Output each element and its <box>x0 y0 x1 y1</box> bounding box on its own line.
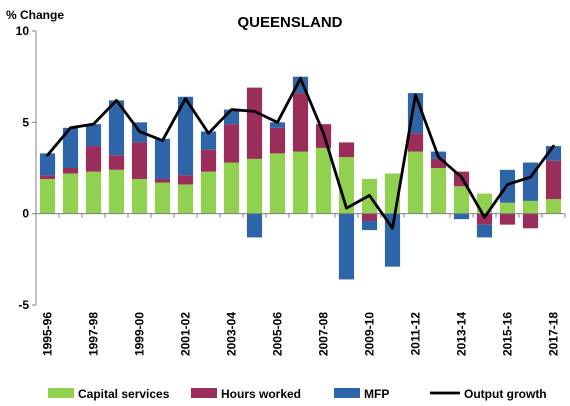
legend-label-hours-worked: Hours worked <box>221 387 301 401</box>
bar-capital-services-2003-04 <box>223 162 240 214</box>
bar-hours-worked-1998-99 <box>108 155 125 170</box>
x-tick-label: 1999-00 <box>133 312 147 356</box>
bar-mfp-2009-10 <box>361 220 378 231</box>
x-tick-label: 2005-06 <box>271 312 285 356</box>
bar-mfp-1997-98 <box>85 124 102 147</box>
bar-mfp-2010-11 <box>384 213 401 267</box>
x-tick-label: 2013-14 <box>455 312 469 356</box>
bar-hours-worked-2001-02 <box>177 175 194 185</box>
bar-capital-services-1998-99 <box>108 169 125 214</box>
bar-capital-services-2004-05 <box>246 158 263 214</box>
bar-mfp-2013-14 <box>453 213 470 220</box>
bar-capital-services-2016-17 <box>522 200 539 214</box>
x-tick-label: 1995-96 <box>41 312 55 356</box>
bar-hours-worked-2002-03 <box>200 149 217 172</box>
bar-hours-worked-2005-06 <box>269 127 286 154</box>
bar-capital-services-2013-14 <box>453 186 470 214</box>
bar-hours-worked-1996-97 <box>62 168 79 174</box>
bar-capital-services-1997-98 <box>85 171 102 214</box>
x-tick-label: 2003-04 <box>225 312 239 356</box>
legend-swatch-mfp <box>334 388 360 398</box>
bar-mfp-1995-96 <box>39 153 56 176</box>
y-tick-label: 0 <box>22 207 29 221</box>
chart-title: QUEENSLAND <box>237 14 342 31</box>
x-tick-label: 2015-16 <box>501 312 515 356</box>
bar-capital-services-2017-18 <box>545 199 562 214</box>
bar-mfp-2002-03 <box>200 131 217 150</box>
bar-hours-worked-2017-18 <box>545 160 562 200</box>
bar-hours-worked-1999-00 <box>131 142 148 179</box>
bar-capital-services-1999-00 <box>131 178 148 214</box>
bar-hours-worked-2011-12 <box>407 133 424 152</box>
legend-label-mfp: MFP <box>364 387 389 401</box>
legend-label-capital-services: Capital services <box>78 387 170 401</box>
bar-capital-services-2007-08 <box>315 147 332 214</box>
bar-capital-services-2001-02 <box>177 184 194 214</box>
y-tick-label: 10 <box>16 24 30 38</box>
bar-capital-services-2011-12 <box>407 151 424 214</box>
bar-mfp-1996-97 <box>62 127 79 168</box>
bar-hours-worked-2000-01 <box>154 178 171 183</box>
legend: Capital services Hours worked MFP Output gr… <box>48 387 547 401</box>
bar-capital-services-2015-16 <box>499 202 516 214</box>
bar-hours-worked-2014-15 <box>476 213 493 225</box>
bar-mfp-2005-06 <box>269 122 286 128</box>
bar-mfp-2000-01 <box>154 138 171 179</box>
bar-hours-worked-1995-96 <box>39 175 56 179</box>
x-tick-label: 2009-10 <box>363 312 377 356</box>
bar-mfp-2004-05 <box>246 213 263 238</box>
y-tick-label: 5 <box>22 115 29 129</box>
legend-swatch-hours-worked <box>191 388 217 398</box>
bar-capital-services-2005-06 <box>269 153 286 214</box>
bar-mfp-2014-15 <box>476 224 493 238</box>
bar-hours-worked-2008-09 <box>338 142 355 158</box>
bar-mfp-2008-09 <box>338 213 355 280</box>
bar-capital-services-2012-13 <box>430 168 447 214</box>
bar-mfp-1998-99 <box>108 100 125 156</box>
bar-hours-worked-2016-17 <box>522 213 539 229</box>
legend-swatch-capital-services <box>48 388 74 398</box>
bar-capital-services-1995-96 <box>39 178 56 214</box>
x-tick-label: 2001-02 <box>179 312 193 356</box>
bar-hours-worked-2004-05 <box>246 87 263 159</box>
plot-area: -5 0 5 10 1995-96 1997-98 1999-00 2001-02 2003-0… <box>16 24 566 356</box>
bar-hours-worked-1997-98 <box>85 146 102 172</box>
bar-hours-worked-2015-16 <box>499 213 516 225</box>
bar-capital-services-1996-97 <box>62 173 79 214</box>
x-tick-label: 2007-08 <box>317 312 331 356</box>
x-tick-label: 2017-18 <box>547 312 561 356</box>
y-axis-label: % Change <box>6 8 64 22</box>
bar-hours-worked-2009-10 <box>361 213 378 221</box>
bar-capital-services-2002-03 <box>200 171 217 214</box>
line-output-growth <box>46 77 555 230</box>
x-tick-label: 2011-12 <box>409 312 423 356</box>
bar-capital-services-2006-07 <box>292 151 309 214</box>
x-tick-label: 1997-98 <box>87 312 101 356</box>
bar-mfp-2001-02 <box>177 96 194 176</box>
legend-label-output-growth: Output growth <box>464 387 547 401</box>
bar-hours-worked-2006-07 <box>292 93 309 152</box>
bar-hours-worked-2003-04 <box>223 124 240 163</box>
bar-capital-services-2000-01 <box>154 182 171 214</box>
y-tick-label: -5 <box>18 298 29 312</box>
bar-hours-worked-2012-13 <box>430 158 447 168</box>
